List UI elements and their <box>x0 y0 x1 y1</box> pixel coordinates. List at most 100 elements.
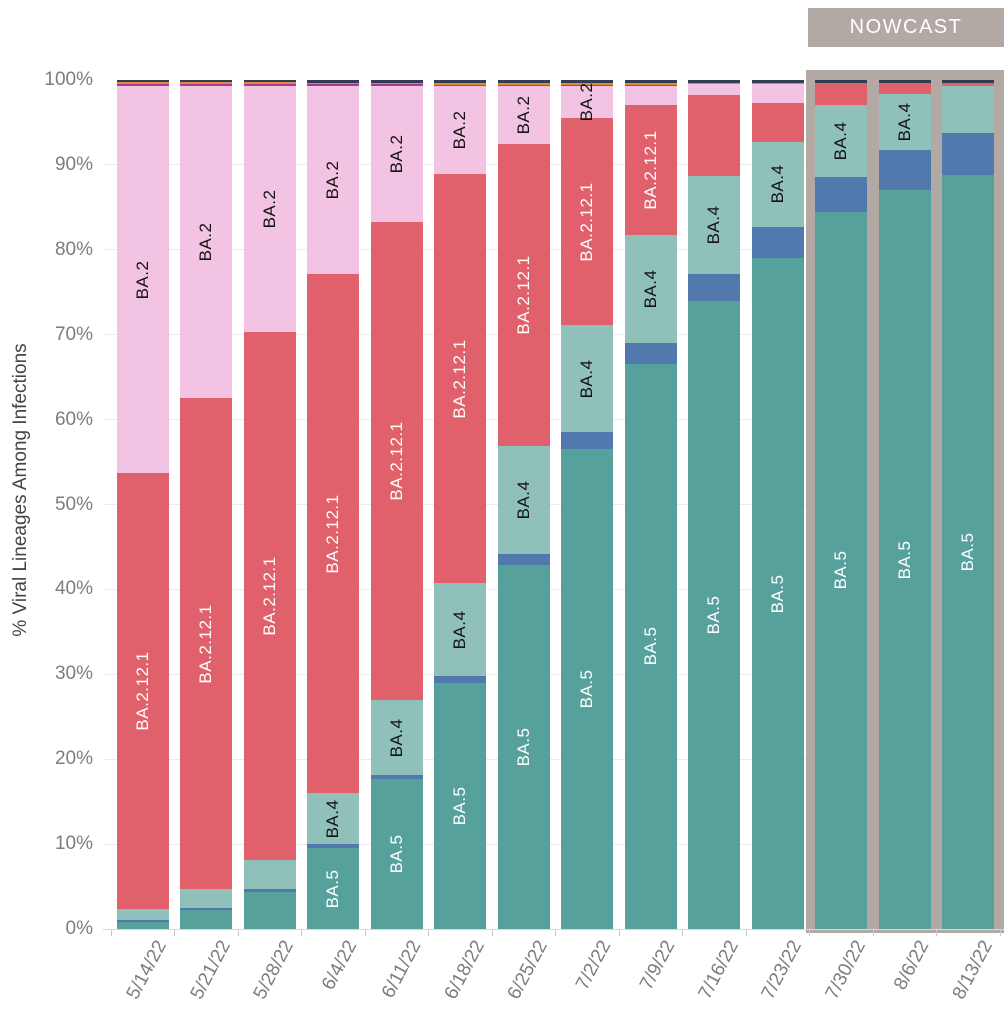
bar-segment-ba-4-6[interactable] <box>434 675 486 683</box>
bar-segment-ba-4[interactable] <box>243 860 296 890</box>
bar-segment-ba-5[interactable] <box>878 190 931 929</box>
bar-segment-other-magenta[interactable] <box>307 84 359 86</box>
bar-segment-other-navy[interactable] <box>561 80 613 84</box>
bar-segment-ba-2[interactable] <box>243 85 296 333</box>
bar-segment-ba-2-12-1[interactable] <box>561 118 613 326</box>
bar-segment-other-navy[interactable] <box>370 80 423 83</box>
bar-segment-ba-4[interactable] <box>751 141 804 227</box>
bar-segment-other-magenta[interactable] <box>370 84 423 86</box>
bar-segment-ba-4[interactable] <box>942 85 994 133</box>
bar-segment-ba-4[interactable] <box>497 445 550 554</box>
bar-segment-other-orange[interactable] <box>243 82 296 84</box>
bar-segment-other-magenta[interactable] <box>497 85 550 86</box>
bar-segment-other-orange[interactable] <box>370 82 423 85</box>
bar-segment-other-navy[interactable] <box>751 80 804 84</box>
bar-segment-ba-2[interactable] <box>370 85 423 222</box>
bar-segment-other-navy[interactable] <box>942 80 994 83</box>
bar-segment-ba-5[interactable] <box>942 175 994 929</box>
bar-segment-other-navy[interactable] <box>878 80 931 84</box>
bar-segment-ba-2-12-1[interactable] <box>942 82 994 86</box>
bar-segment-other-orange[interactable] <box>751 83 804 85</box>
bar-segment-ba-5[interactable] <box>370 778 423 929</box>
bar-segment-ba-5[interactable] <box>624 363 677 929</box>
bar-segment-other-orange[interactable] <box>434 82 486 85</box>
bar-segment-other-magenta[interactable] <box>434 84 486 86</box>
bar-segment-ba-2-12-1[interactable] <box>116 473 169 909</box>
bar-segment-other-navy[interactable] <box>180 80 232 83</box>
bar-segment-ba-4[interactable] <box>624 235 677 344</box>
bar-segment-ba-4[interactable] <box>307 793 359 845</box>
bar-segment-ba-4-6[interactable] <box>243 889 296 892</box>
bar-segment-other-orange[interactable] <box>561 83 613 86</box>
bar-segment-ba-5[interactable] <box>688 300 740 929</box>
bar-segment-other-orange[interactable] <box>116 82 169 84</box>
bar-segment-ba-2[interactable] <box>497 85 550 144</box>
bar-segment-ba-2[interactable] <box>688 84 740 96</box>
bar-segment-ba-4[interactable] <box>878 93 931 151</box>
bar-segment-ba-4-6[interactable] <box>624 343 677 364</box>
bar-segment-ba-2[interactable] <box>751 84 804 103</box>
bar-segment-ba-2-12-1[interactable] <box>497 143 550 446</box>
bar-segment-ba-5[interactable] <box>561 449 613 929</box>
bar-segment-other-orange[interactable] <box>688 83 740 85</box>
bar-segment-ba-2-12-1[interactable] <box>688 95 740 176</box>
bar-segment-ba-5[interactable] <box>116 922 169 929</box>
bar-segment-other-magenta[interactable] <box>561 85 613 86</box>
bar-segment-ba-2[interactable] <box>434 85 486 175</box>
bar-segment-ba-2-12-1[interactable] <box>878 83 931 94</box>
bar-segment-ba-5[interactable] <box>243 891 296 929</box>
bar-segment-ba-4-6[interactable] <box>116 919 169 923</box>
bar-segment-ba-5[interactable] <box>434 682 486 929</box>
bar-segment-ba-2[interactable] <box>624 85 677 105</box>
bar-segment-ba-2-12-1[interactable] <box>243 332 296 861</box>
bar-segment-ba-5[interactable] <box>815 211 867 929</box>
bar-segment-ba-2-12-1[interactable] <box>751 102 804 142</box>
bar-segment-other-navy[interactable] <box>497 80 550 84</box>
bar-segment-other-navy[interactable] <box>688 80 740 84</box>
bar-segment-other-navy[interactable] <box>116 80 169 83</box>
bar-segment-ba-5[interactable] <box>751 258 804 929</box>
bar-segment-ba-4[interactable] <box>370 699 423 776</box>
bar-segment-ba-4[interactable] <box>561 325 613 433</box>
bar-segment-ba-2[interactable] <box>116 85 169 474</box>
bar-segment-ba-2-12-1[interactable] <box>434 174 486 584</box>
bar-segment-ba-4-6[interactable] <box>878 150 931 191</box>
bar-segment-other-orange[interactable] <box>307 82 359 85</box>
bar-segment-ba-4-6[interactable] <box>561 432 613 450</box>
bar-segment-ba-2[interactable] <box>307 85 359 275</box>
bar-segment-other-magenta[interactable] <box>116 83 169 86</box>
bar-segment-ba-2-12-1[interactable] <box>180 398 232 890</box>
bar-segment-ba-4-6[interactable] <box>307 844 359 849</box>
bar-segment-ba-4-6[interactable] <box>942 132 994 176</box>
bar-segment-ba-4-6[interactable] <box>688 274 740 301</box>
bar-segment-ba-2[interactable] <box>180 85 232 399</box>
bar-segment-other-orange[interactable] <box>624 83 677 86</box>
bar-segment-other-navy[interactable] <box>624 80 677 84</box>
bar-segment-other-navy[interactable] <box>815 80 867 84</box>
bar-segment-ba-4-6[interactable] <box>180 907 232 911</box>
bar-segment-other-navy[interactable] <box>243 80 296 83</box>
bar-segment-ba-2-12-1[interactable] <box>370 221 423 700</box>
bar-segment-ba-4-6[interactable] <box>370 775 423 779</box>
bar-segment-ba-4[interactable] <box>434 583 486 676</box>
bar-segment-ba-5[interactable] <box>180 910 232 929</box>
bar-segment-ba-2-12-1[interactable] <box>815 83 867 106</box>
bar-segment-ba-2-12-1[interactable] <box>307 274 359 794</box>
bar-segment-ba-4[interactable] <box>116 908 169 920</box>
bar-segment-other-orange[interactable] <box>497 83 550 86</box>
bar-segment-ba-2[interactable] <box>561 85 613 119</box>
bar-segment-ba-4[interactable] <box>688 175 740 275</box>
bar-segment-ba-4[interactable] <box>180 889 232 908</box>
bar-segment-other-navy[interactable] <box>434 80 486 83</box>
bar-segment-ba-4-6[interactable] <box>815 176 867 212</box>
bar-segment-ba-2-12-1[interactable] <box>624 104 677 236</box>
bar-segment-ba-5[interactable] <box>497 564 550 929</box>
bar-segment-other-magenta[interactable] <box>624 85 677 86</box>
bar-segment-other-magenta[interactable] <box>180 83 232 86</box>
bar-segment-other-navy[interactable] <box>307 80 359 83</box>
bar-segment-ba-4[interactable] <box>815 105 867 177</box>
bar-segment-other-orange[interactable] <box>180 82 232 84</box>
bar-segment-other-magenta[interactable] <box>243 83 296 86</box>
bar-segment-ba-5[interactable] <box>307 848 359 929</box>
bar-segment-ba-4-6[interactable] <box>497 553 550 565</box>
